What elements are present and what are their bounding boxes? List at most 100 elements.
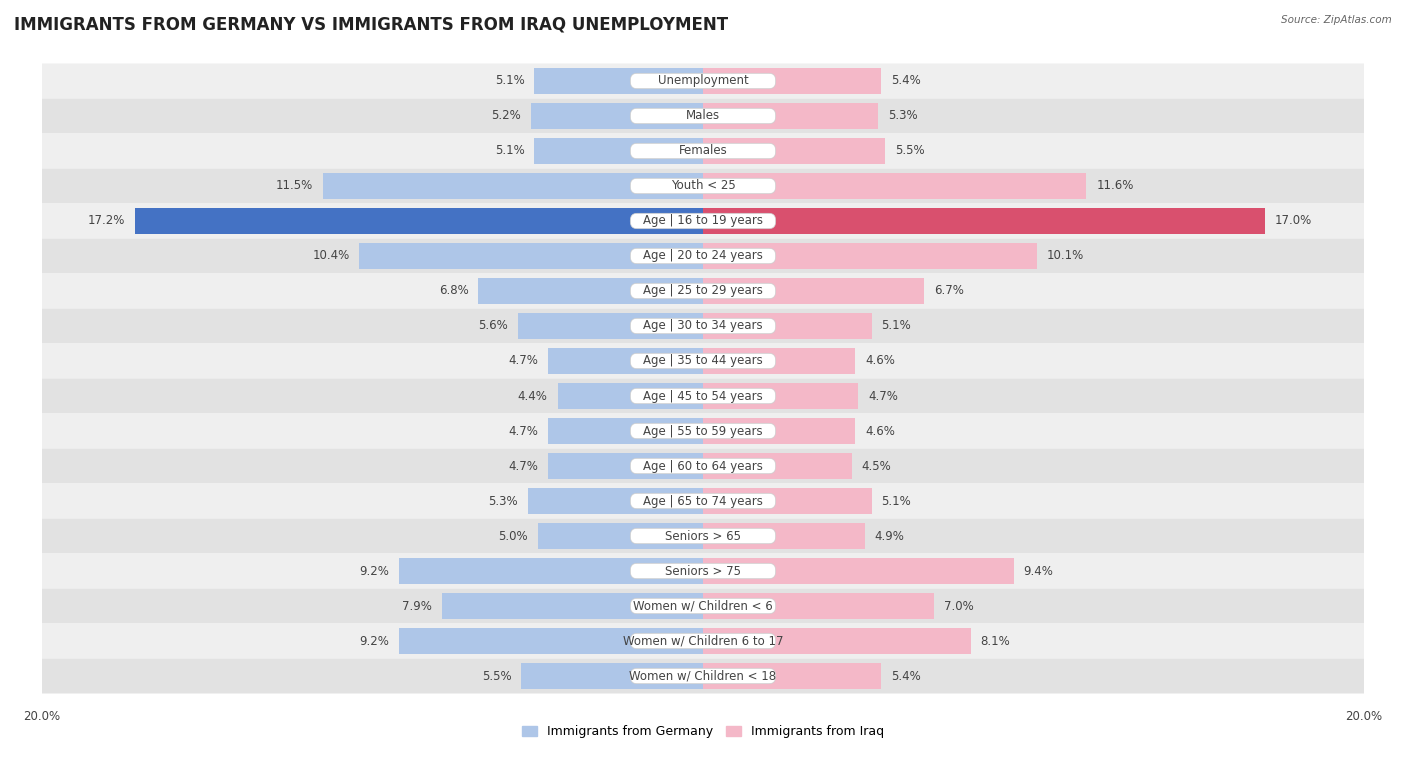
Bar (703, 593, 934, 618)
Text: 5.1%: 5.1% (495, 74, 524, 88)
Text: 4.6%: 4.6% (865, 425, 894, 438)
Bar (537, 523, 703, 549)
Text: Age | 20 to 24 years: Age | 20 to 24 years (643, 250, 763, 263)
Bar (527, 488, 703, 513)
Text: Age | 55 to 59 years: Age | 55 to 59 years (643, 425, 763, 438)
Text: Age | 65 to 74 years: Age | 65 to 74 years (643, 494, 763, 507)
Text: Women w/ Children 6 to 17: Women w/ Children 6 to 17 (623, 634, 783, 647)
FancyBboxPatch shape (630, 213, 776, 229)
Bar (703, 383, 858, 409)
Bar (323, 173, 703, 198)
Bar (703, 244, 1036, 269)
Bar (703, 488, 872, 513)
Text: 10.4%: 10.4% (312, 250, 350, 263)
Text: Males: Males (686, 110, 720, 123)
Bar (558, 383, 703, 409)
Text: 8.1%: 8.1% (980, 634, 1011, 647)
Bar (441, 593, 703, 618)
Text: 9.4%: 9.4% (1024, 565, 1053, 578)
Bar (703, 628, 970, 653)
Bar (703, 419, 855, 444)
FancyBboxPatch shape (25, 169, 1381, 204)
Bar (360, 244, 703, 269)
Bar (703, 104, 879, 129)
Text: 4.6%: 4.6% (865, 354, 894, 367)
FancyBboxPatch shape (25, 204, 1381, 238)
Text: 5.5%: 5.5% (894, 145, 924, 157)
Text: 10.1%: 10.1% (1046, 250, 1084, 263)
Text: 4.5%: 4.5% (862, 459, 891, 472)
Text: 9.2%: 9.2% (360, 634, 389, 647)
Text: 5.4%: 5.4% (891, 669, 921, 683)
FancyBboxPatch shape (630, 494, 776, 509)
Bar (703, 173, 1087, 198)
FancyBboxPatch shape (630, 73, 776, 89)
Bar (534, 139, 703, 164)
Bar (703, 139, 884, 164)
Text: 11.5%: 11.5% (276, 179, 314, 192)
FancyBboxPatch shape (630, 563, 776, 578)
Bar (703, 663, 882, 689)
Text: 5.6%: 5.6% (478, 319, 508, 332)
Text: Females: Females (679, 145, 727, 157)
Text: Seniors > 75: Seniors > 75 (665, 565, 741, 578)
FancyBboxPatch shape (630, 598, 776, 614)
Bar (548, 419, 703, 444)
Text: Age | 35 to 44 years: Age | 35 to 44 years (643, 354, 763, 367)
Text: Age | 45 to 54 years: Age | 45 to 54 years (643, 390, 763, 403)
FancyBboxPatch shape (630, 528, 776, 544)
FancyBboxPatch shape (630, 248, 776, 263)
Text: 5.3%: 5.3% (889, 110, 918, 123)
Bar (534, 68, 703, 94)
Bar (399, 559, 703, 584)
FancyBboxPatch shape (630, 283, 776, 299)
Text: 6.7%: 6.7% (934, 285, 965, 298)
FancyBboxPatch shape (630, 423, 776, 439)
FancyBboxPatch shape (630, 179, 776, 194)
Text: IMMIGRANTS FROM GERMANY VS IMMIGRANTS FROM IRAQ UNEMPLOYMENT: IMMIGRANTS FROM GERMANY VS IMMIGRANTS FR… (14, 15, 728, 33)
Text: 4.7%: 4.7% (508, 459, 537, 472)
FancyBboxPatch shape (25, 413, 1381, 448)
FancyBboxPatch shape (25, 519, 1381, 553)
Bar (703, 279, 924, 304)
FancyBboxPatch shape (630, 388, 776, 403)
Text: Source: ZipAtlas.com: Source: ZipAtlas.com (1281, 15, 1392, 25)
Bar (703, 208, 1264, 234)
Bar (703, 313, 872, 338)
Text: 17.0%: 17.0% (1275, 214, 1312, 228)
Text: 7.0%: 7.0% (945, 600, 974, 612)
FancyBboxPatch shape (25, 344, 1381, 378)
FancyBboxPatch shape (25, 238, 1381, 273)
Text: 4.7%: 4.7% (868, 390, 898, 403)
Text: 7.9%: 7.9% (402, 600, 432, 612)
Text: 4.7%: 4.7% (508, 425, 537, 438)
Text: 11.6%: 11.6% (1097, 179, 1133, 192)
Bar (703, 523, 865, 549)
Bar (399, 628, 703, 653)
Bar (531, 104, 703, 129)
FancyBboxPatch shape (630, 458, 776, 474)
FancyBboxPatch shape (25, 588, 1381, 624)
FancyBboxPatch shape (630, 143, 776, 159)
Bar (517, 313, 703, 338)
FancyBboxPatch shape (630, 668, 776, 684)
Text: Age | 30 to 34 years: Age | 30 to 34 years (643, 319, 763, 332)
Bar (703, 453, 852, 478)
Text: 9.2%: 9.2% (360, 565, 389, 578)
Text: 5.1%: 5.1% (882, 319, 911, 332)
Text: 6.8%: 6.8% (439, 285, 468, 298)
Text: 5.4%: 5.4% (891, 74, 921, 88)
Text: 4.9%: 4.9% (875, 529, 904, 543)
Text: 5.0%: 5.0% (498, 529, 527, 543)
Bar (548, 348, 703, 374)
FancyBboxPatch shape (630, 634, 776, 649)
FancyBboxPatch shape (25, 98, 1381, 133)
Text: 5.3%: 5.3% (488, 494, 517, 507)
Text: 5.1%: 5.1% (882, 494, 911, 507)
FancyBboxPatch shape (25, 309, 1381, 344)
Bar (703, 559, 1014, 584)
Text: Age | 25 to 29 years: Age | 25 to 29 years (643, 285, 763, 298)
Text: Seniors > 65: Seniors > 65 (665, 529, 741, 543)
Text: 17.2%: 17.2% (87, 214, 125, 228)
FancyBboxPatch shape (25, 624, 1381, 659)
